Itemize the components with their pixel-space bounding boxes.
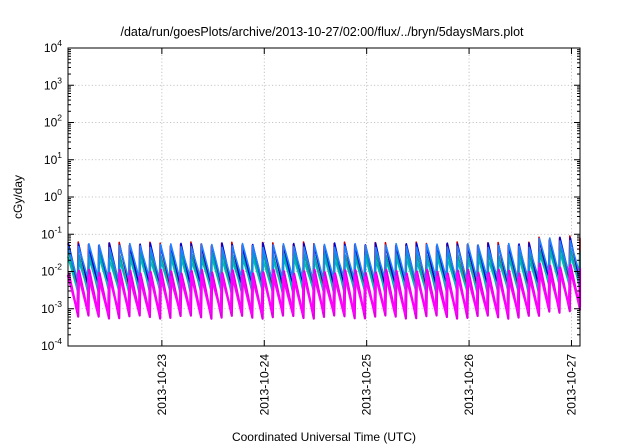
y-tick-label: 102: [44, 113, 62, 130]
x-axis-label: Coordinated Universal Time (UTC): [232, 430, 416, 444]
y-tick-label: 100: [44, 187, 62, 204]
y-tick-label: 10-4: [41, 336, 62, 353]
x-tick-label: 2013-10-24: [257, 354, 271, 416]
y-tick-label: 104: [44, 38, 62, 55]
series-group: [66, 235, 582, 320]
x-tick-label: 2013-10-26: [462, 354, 476, 416]
axis-ticks: [68, 47, 580, 347]
series-line: [66, 266, 582, 316]
series-line: [67, 248, 581, 291]
y-tick-label: 10-3: [41, 299, 62, 316]
y-tick-label: 103: [44, 75, 62, 92]
y-tick-label: 10-1: [41, 224, 62, 241]
x-tick-labels: 2013-10-23 2013-10-24 2013-10-25 2013-10-26…: [155, 354, 579, 416]
y-axis-label: cGy/day: [11, 175, 25, 219]
y-tick-labels: 10-4 10-3 10-2 10-1 100 101 102 103 104: [41, 38, 62, 353]
y-tick-label: 101: [44, 150, 62, 167]
x-tick-label: 2013-10-27: [564, 354, 578, 416]
x-tick-label: 2013-10-25: [360, 354, 374, 416]
series-line: [67, 237, 581, 283]
chart-title: /data/run/goesPlots/archive/2013-10-27/0…: [120, 25, 524, 39]
x-tick-label: 2013-10-23: [155, 354, 169, 416]
y-tick-label: 10-2: [41, 262, 62, 279]
